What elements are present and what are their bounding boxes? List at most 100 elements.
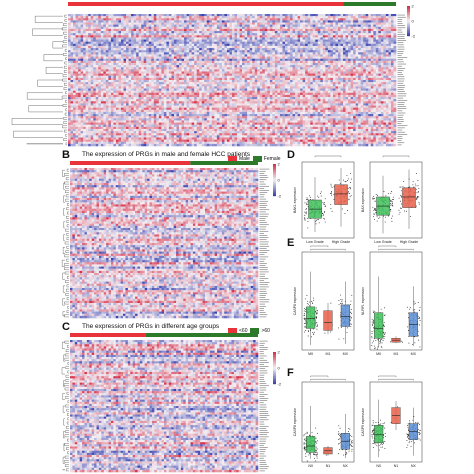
annotation-bar-group-1: [68, 2, 344, 6]
legend-label-over60: >60: [261, 328, 269, 334]
heatmap-cells: [70, 168, 259, 319]
colorbar-step: [273, 352, 276, 354]
panel-letter-b: B: [62, 150, 70, 161]
annotation-bar-group-2: [343, 2, 396, 6]
colorbar-step: [273, 372, 276, 375]
boxplot-category-label: M0: [308, 352, 313, 356]
heatmap-cells: [68, 14, 397, 147]
colorbar-step: [273, 173, 276, 176]
colorbar-step: [407, 18, 410, 20]
panel-letter-d: D: [287, 150, 295, 161]
colorbar-step: [407, 30, 410, 32]
boxplot-category-label: N1: [326, 464, 331, 468]
colorbar-step: [273, 189, 276, 192]
plot-frame: [301, 251, 355, 351]
boxplot-ylabel: CASP8 expression: [293, 287, 297, 316]
boxplot-box-M1: [323, 310, 333, 331]
colorbar-step: [273, 355, 276, 357]
colorbar-step: [407, 33, 410, 35]
annotation-bar-group-2: [190, 161, 258, 165]
colorbar-step: [273, 361, 276, 364]
colorbar-b: 2 0 -2: [273, 162, 282, 199]
boxplot-category-label: N0: [308, 464, 313, 468]
colorbar-step: [407, 6, 410, 8]
colorbar-step: [273, 168, 276, 171]
colorbar-step: [407, 19, 410, 22]
colorbar-tick-label: -2: [278, 194, 282, 199]
colorbar-step: [273, 363, 276, 365]
legend-swatch-under60: [228, 327, 237, 334]
colorbar-step: [407, 9, 410, 11]
annotation-bar-group-1: [70, 333, 146, 337]
panel-c-title: The expression of PRGs in different age …: [82, 323, 219, 330]
colorbar-step: [273, 186, 276, 189]
colorbar-tick-label: -2: [412, 34, 416, 39]
colorbar-step: [273, 374, 276, 377]
colorbar-step: [273, 377, 276, 380]
colorbar-step: [273, 379, 276, 381]
colorbar-step: [273, 369, 276, 372]
legend-label-male: Male: [239, 156, 250, 162]
panel-letter-f: F: [287, 368, 294, 379]
row-dendrogram: [11, 14, 67, 146]
boxplot-category-label: MX: [343, 352, 349, 356]
colorbar-step: [407, 13, 410, 16]
colorbar-step: [407, 15, 410, 17]
colorbar-step: [273, 178, 276, 181]
colorbar-step: [273, 167, 276, 169]
significance-brackets: [314, 155, 342, 158]
significance-brackets: [378, 375, 414, 381]
boxplot-box-High Grade: [334, 184, 348, 205]
boxplot-box-N0: [374, 425, 384, 444]
colorbar-step: [273, 364, 276, 367]
panel-b-legend: Male Female: [228, 150, 284, 168]
significance-brackets: [310, 375, 346, 381]
colorbar-step: [273, 183, 276, 185]
boxplot-category-label: Low Grade: [306, 240, 324, 244]
significance-brackets: [382, 155, 410, 158]
colorbar-step: [273, 194, 276, 197]
panel-letter-e: E: [287, 238, 294, 249]
boxplot-category-label: N1: [394, 464, 399, 468]
colorbar-step: [273, 192, 276, 195]
legend-label-female: Female: [264, 156, 281, 162]
significance-brackets: [310, 245, 346, 251]
boxplot-box-M0: [306, 306, 316, 329]
boxplot-category-label: M0: [376, 352, 381, 356]
boxplot-d-bak1: BAK1 expression Low Grade High Grade: [293, 155, 355, 244]
boxplot-ylabel: CASP9 expression: [361, 408, 365, 437]
row-labels: [259, 168, 270, 318]
colorbar-step: [407, 7, 410, 10]
colorbar-step: [273, 380, 276, 383]
heatmap-panel-a: [11, 2, 408, 147]
boxplot-category-label: Low Grade: [374, 240, 392, 244]
colorbar-tick-label: 0: [278, 366, 281, 371]
colorbar-step: [273, 366, 276, 369]
boxplot-f-casp9: CASP9 expression N0 N1 NX: [361, 375, 423, 468]
boxplot-d-bax: BAX expression Low Grade High Grade: [361, 155, 423, 244]
colorbar-step: [273, 191, 276, 193]
colorbar-step: [273, 170, 276, 173]
colorbar-step: [273, 360, 276, 362]
colorbar-step: [273, 188, 276, 190]
boxplot-e-casp8: CASP8 expression M0 M1 MX: [293, 245, 355, 356]
row-labels: [397, 14, 408, 146]
row-dendrogram: [61, 168, 69, 318]
boxplot-category-label: M1: [394, 352, 399, 356]
boxplot-ylabel: BAX expression: [361, 188, 365, 212]
colorbar-tick-label: 2: [412, 4, 415, 9]
colorbar-step: [273, 353, 276, 356]
boxplot-category-label: N0: [376, 464, 381, 468]
colorbar-a: 2 0 -2: [407, 4, 416, 39]
boxplot-category-label: MX: [411, 352, 417, 356]
colorbar-step: [407, 10, 410, 13]
colorbar-step: [273, 175, 276, 177]
colorbar-step: [407, 25, 410, 28]
colorbar-step: [273, 356, 276, 359]
colorbar-tick-label: 0: [412, 19, 415, 24]
boxplot-category-label: High Grade: [332, 240, 350, 244]
boxplot-ylabel: CASP8 expression: [293, 408, 297, 437]
colorbar-step: [273, 181, 276, 184]
heatmap-panel-b: [61, 161, 270, 319]
boxplot-category-label: NX: [343, 464, 349, 468]
